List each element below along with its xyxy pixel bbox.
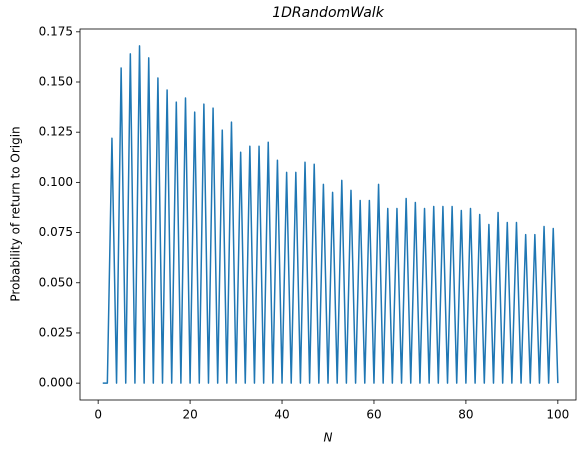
y-tick-label: 0.150 (39, 75, 73, 89)
x-tick-label: 80 (458, 408, 473, 422)
y-tick-label: 0.000 (39, 376, 73, 390)
y-tick-label: 0.025 (39, 325, 73, 339)
x-tick-label: 40 (274, 408, 289, 422)
y-axis-label: Probability of return to Origin (9, 126, 23, 301)
y-tick-label: 0.075 (39, 225, 73, 239)
x-axis-label: N (324, 431, 333, 445)
y-tick-label: 0.125 (39, 125, 73, 139)
x-tick-label: 0 (94, 408, 102, 422)
x-tick-label: 100 (546, 408, 569, 422)
x-tick-label: 20 (182, 408, 197, 422)
y-tick-label: 0.050 (39, 275, 73, 289)
chart-title: 1DRandomWalk (272, 5, 385, 21)
line-series (102, 45, 559, 384)
axes-frame (79, 28, 577, 401)
x-tick-label: 60 (366, 408, 381, 422)
y-tick-label: 0.175 (39, 24, 73, 38)
y-tick-label: 0.100 (39, 175, 73, 189)
